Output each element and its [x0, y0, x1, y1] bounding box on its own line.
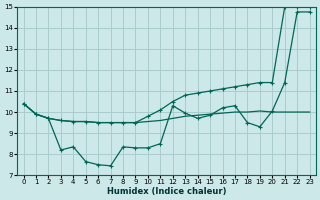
X-axis label: Humidex (Indice chaleur): Humidex (Indice chaleur)	[107, 187, 226, 196]
